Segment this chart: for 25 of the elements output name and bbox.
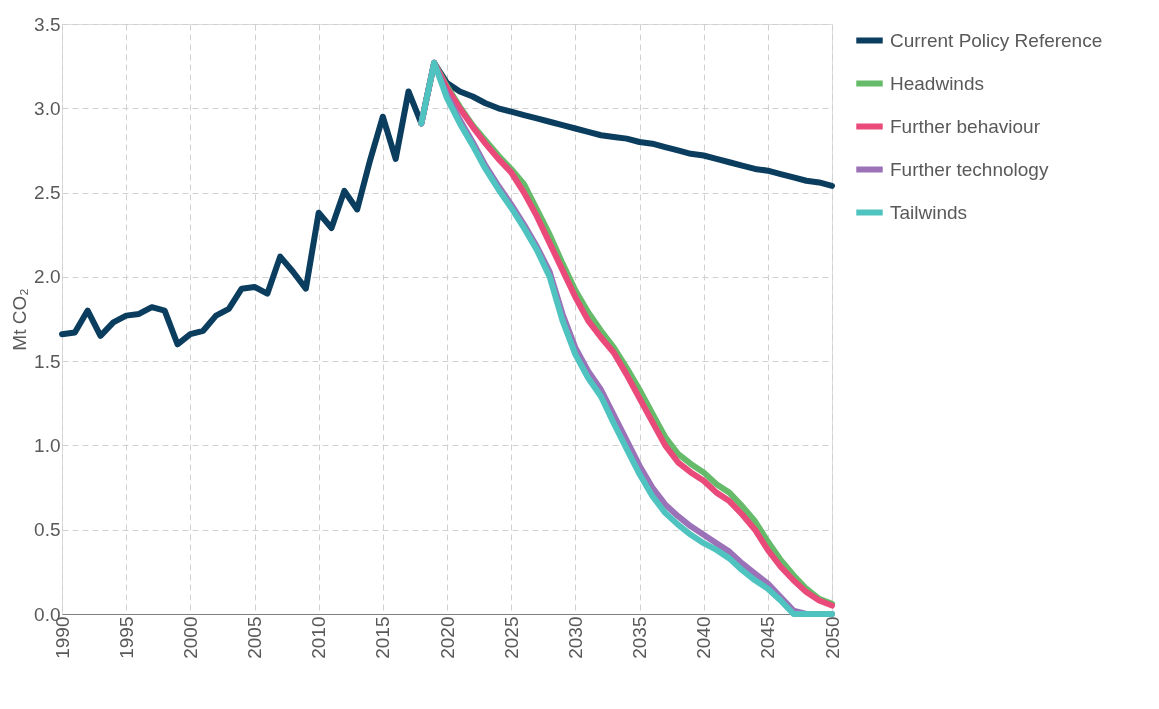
- x-tick-label: 2030: [564, 616, 586, 659]
- x-tick-label: 2050: [821, 616, 843, 659]
- x-tick-label: 2005: [244, 616, 265, 659]
- y-tick-label: 3.5: [34, 13, 61, 35]
- x-tick-label: 2045: [757, 616, 779, 659]
- y-tick-label: 2.0: [34, 266, 61, 288]
- y-tick-label: 1.5: [34, 350, 61, 372]
- legend-label: Further behaviour: [890, 115, 1041, 137]
- legend-label: Current Policy Reference: [890, 29, 1103, 51]
- legend-label: Further technology: [890, 158, 1049, 180]
- x-tick-label: 2040: [693, 616, 715, 659]
- y-tick-label: 2.5: [34, 182, 61, 204]
- x-tick-label: 2010: [308, 616, 330, 659]
- x-tick-label: 1995: [115, 616, 137, 659]
- x-tick-label: 2035: [629, 616, 650, 659]
- legend-label: Tailwinds: [890, 201, 968, 223]
- x-tick-label: 2020: [436, 616, 458, 659]
- y-tick-label: 0.5: [34, 519, 61, 541]
- x-tick-label: 2000: [179, 616, 201, 659]
- legend-label: Headwinds: [890, 72, 984, 94]
- y-tick-label: 3.0: [34, 97, 61, 119]
- y-axis-title: Mt CO₂: [9, 288, 31, 351]
- x-tick-label: 2025: [500, 616, 522, 659]
- x-tick-label: 2015: [372, 616, 394, 659]
- y-tick-label: 1.0: [34, 434, 61, 456]
